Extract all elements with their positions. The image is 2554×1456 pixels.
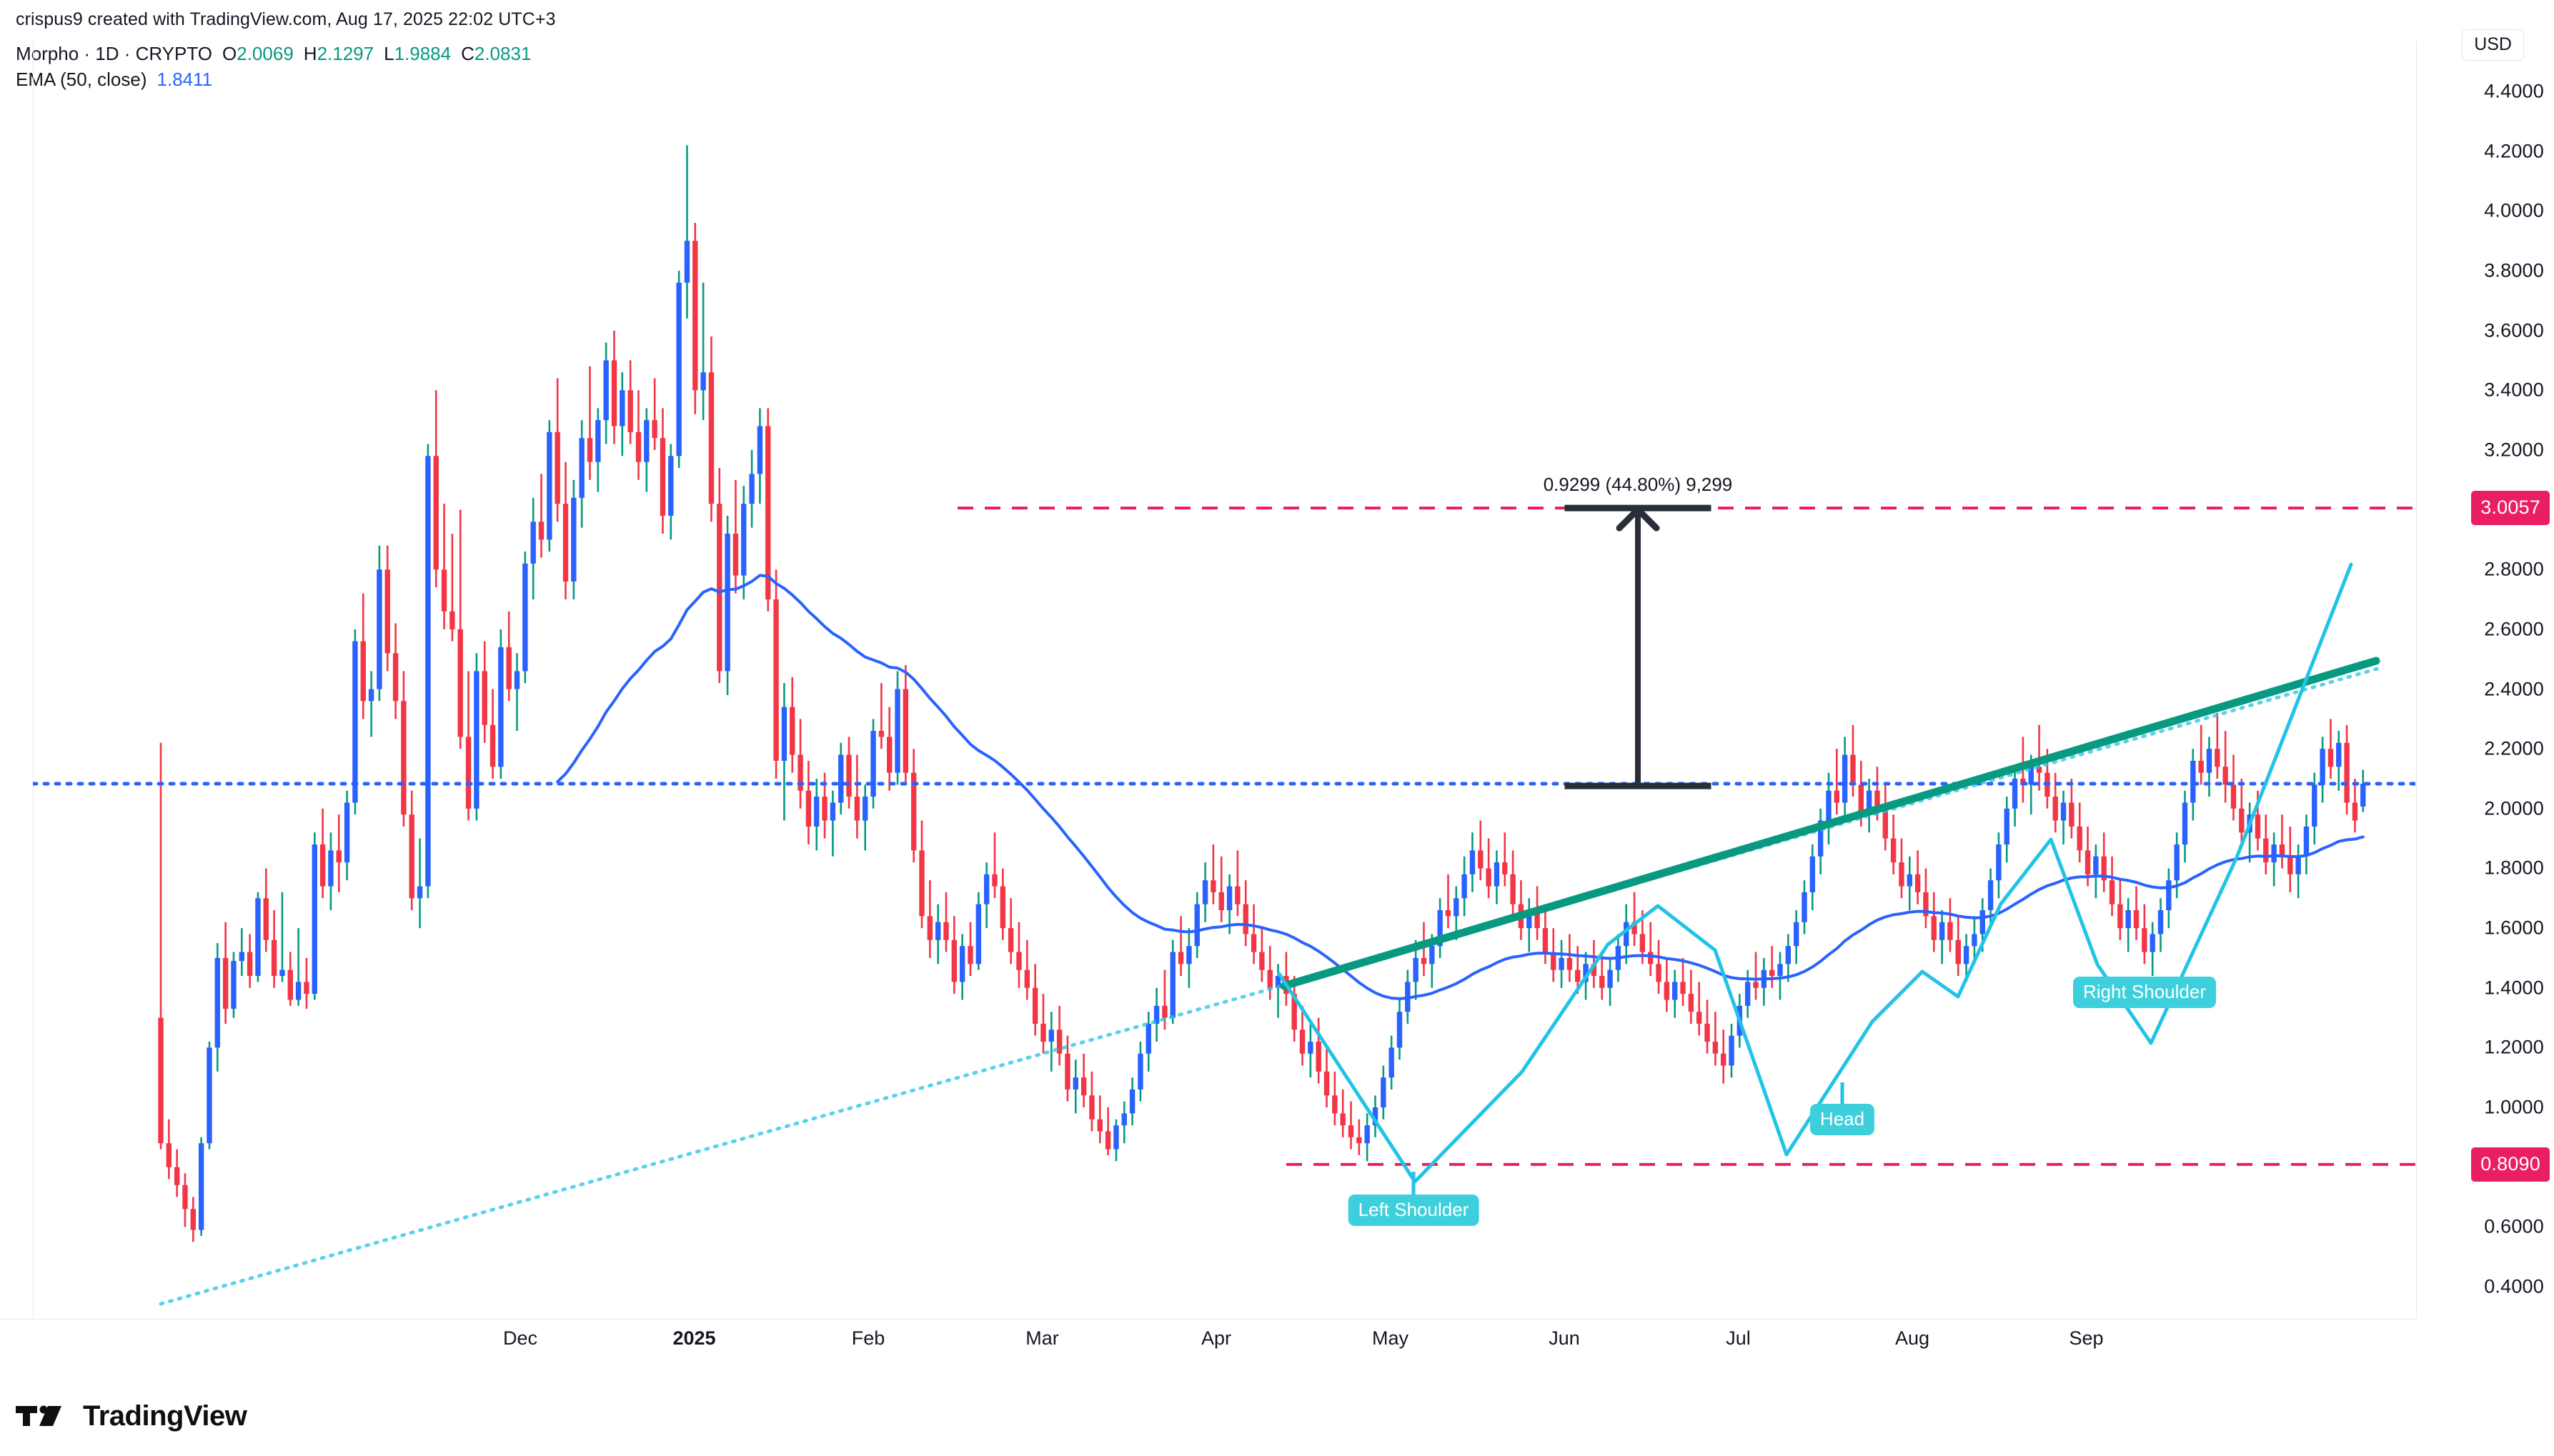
price-tick: 1.2000: [2484, 1036, 2544, 1058]
legend-symbol-row[interactable]: Morpho · 1D · CRYPTO O2.0069 H2.1297 L1.988…: [16, 41, 531, 67]
time-tick: May: [1371, 1327, 1409, 1349]
legend-open-key: O: [222, 43, 237, 64]
price-tick: 4.4000: [2484, 80, 2544, 102]
price-tick: 2.0000: [2484, 797, 2544, 819]
chart-legend: Morpho · 1D · CRYPTO O2.0069 H2.1297 L1.988…: [16, 41, 531, 93]
price-tick: 1.4000: [2484, 977, 2544, 999]
price-tick: 3.2000: [2484, 439, 2544, 461]
tradingview-logo-icon: [16, 1405, 61, 1426]
legend-close-key: C: [461, 43, 474, 64]
price-tick: 3.6000: [2484, 319, 2544, 341]
right-shoulder-label[interactable]: Right Shoulder: [2073, 977, 2216, 1009]
price-tick: 2.4000: [2484, 678, 2544, 699]
time-tick: 2025: [672, 1327, 716, 1349]
price-tick: 4.0000: [2484, 199, 2544, 221]
legend-open-value: 2.0069: [237, 43, 294, 64]
time-tick: Sep: [2069, 1327, 2104, 1349]
time-tick: Mar: [1025, 1327, 1059, 1349]
currency-chip[interactable]: USD: [2462, 29, 2524, 61]
measure-tool-label: 0.9299 (44.80%) 9,299: [1543, 474, 1733, 495]
attribution-text: crispus9 created with TradingView.com, A…: [16, 9, 556, 29]
legend-low-key: L: [384, 43, 394, 64]
legend-indicator-name: EMA (50, close): [16, 68, 147, 90]
tradingview-wordmark: TradingView: [83, 1400, 247, 1432]
price-tick: 0.6000: [2484, 1215, 2544, 1237]
legend-low-value: 1.9884: [394, 43, 452, 64]
time-tick: Feb: [851, 1327, 885, 1349]
candlestick-series: [158, 145, 2366, 1242]
time-tick: Jun: [1549, 1327, 1580, 1349]
price-tick: 1.6000: [2484, 917, 2544, 939]
price-tick: 3.8000: [2484, 259, 2544, 281]
time-tick: Dec: [502, 1327, 538, 1349]
price-tick: 4.2000: [2484, 140, 2544, 162]
support-price-badge[interactable]: 0.8090: [2471, 1147, 2550, 1182]
price-tick: 2.6000: [2484, 618, 2544, 640]
time-tick: Aug: [1894, 1327, 1930, 1349]
plot-bottom-border: [0, 1319, 2416, 1320]
price-tick: 0.4000: [2484, 1275, 2544, 1297]
time-tick: Apr: [1201, 1327, 1232, 1349]
price-tick: 3.4000: [2484, 379, 2544, 401]
legend-close-value: 2.0831: [474, 43, 532, 64]
price-tick: 2.8000: [2484, 558, 2544, 580]
left-shoulder-label[interactable]: Left Shoulder: [1348, 1195, 1479, 1227]
price-axis[interactable]: USD 4.4000 4.2000 4.0000 3.8000 3.6000 3.4000…: [2417, 0, 2554, 1319]
chart-canvas: [33, 145, 2415, 1306]
chart-plot-area[interactable]: [33, 40, 2415, 1319]
price-tick: 1.0000: [2484, 1096, 2544, 1118]
legend-high-key: H: [303, 43, 317, 64]
legend-symbol: Morpho · 1D · CRYPTO: [16, 43, 213, 64]
time-axis[interactable]: Dec 2025 Feb Mar Apr May Jun Jul Aug Sep: [0, 1320, 2416, 1373]
price-tick: 2.2000: [2484, 737, 2544, 759]
ema-line: [556, 574, 2365, 1000]
plot-right-border: [2416, 40, 2417, 1319]
legend-indicator-row[interactable]: EMA (50, close) 1.8411: [16, 67, 531, 93]
time-tick: Jul: [1726, 1327, 1751, 1349]
legend-high-value: 2.1297: [317, 43, 374, 64]
plot-left-border: [33, 40, 34, 1319]
drawing-overlays: [33, 504, 2415, 1306]
legend-indicator-value: 1.8411: [156, 68, 213, 90]
tradingview-footer[interactable]: TradingView: [16, 1402, 247, 1430]
price-tick: 1.8000: [2484, 857, 2544, 879]
head-label[interactable]: Head: [1809, 1104, 1875, 1136]
resistance-price-badge[interactable]: 3.0057: [2471, 491, 2550, 526]
